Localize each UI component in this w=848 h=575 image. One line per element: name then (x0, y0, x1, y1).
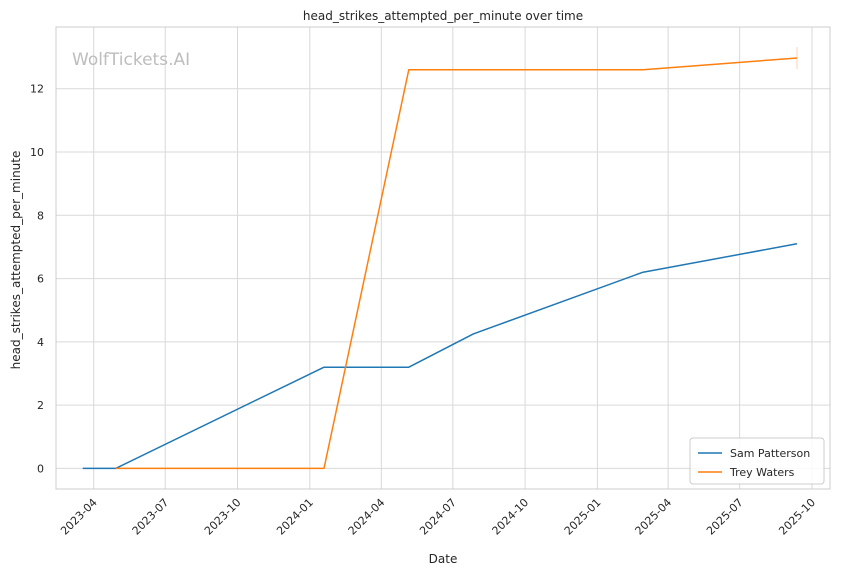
x-tick-label: 2024-07 (417, 496, 459, 538)
x-tick-label: 2025-04 (633, 496, 675, 538)
y-tick-label: 12 (30, 83, 44, 96)
x-tick-label: 2024-10 (490, 496, 532, 538)
series-lines (82, 47, 798, 470)
legend: Sam Patterson Trey Waters (689, 437, 825, 485)
watermark: WolfTickets.AI (72, 50, 190, 70)
y-tick-label: 6 (37, 273, 44, 286)
x-tick-label: 2023-07 (130, 496, 172, 538)
plot-area (56, 27, 830, 489)
x-axis-title: Date (429, 552, 458, 566)
y-tick-label: 2 (37, 399, 44, 412)
series-line-trey-waters (115, 57, 798, 470)
x-tick-label: 2025-07 (704, 496, 746, 538)
x-tick-label: 2025-10 (776, 496, 818, 538)
y-axis-title: head_strikes_attempted_per_minute (9, 151, 23, 370)
y-tick-label: 8 (37, 209, 44, 222)
plot-frame (55, 26, 831, 490)
x-tick-label: 2023-04 (58, 496, 100, 538)
chart-title: head_strikes_attempted_per_minute over t… (303, 9, 583, 23)
y-tick-label: 10 (30, 146, 44, 159)
x-tick-label: 2024-01 (274, 496, 316, 538)
legend-label-trey-waters: Trey Waters (729, 466, 795, 479)
x-tick-label: 2023-10 (202, 496, 244, 538)
legend-box (689, 437, 825, 485)
grid-lines (56, 27, 830, 489)
y-tick-label: 4 (37, 336, 44, 349)
y-tick-label: 0 (37, 462, 44, 475)
x-tick-label: 2025-01 (562, 496, 604, 538)
legend-label-sam-patterson: Sam Patterson (730, 447, 810, 460)
x-tick-label: 2024-04 (346, 496, 388, 538)
